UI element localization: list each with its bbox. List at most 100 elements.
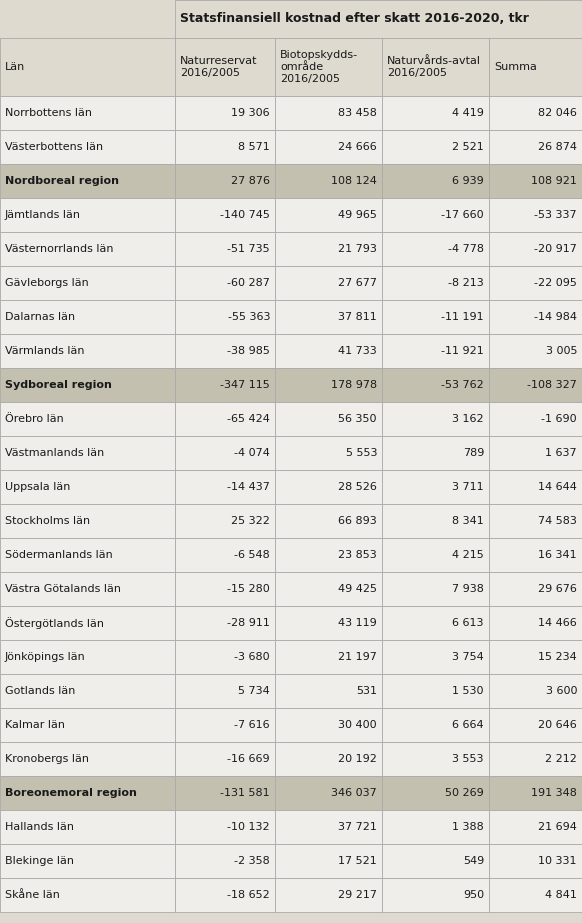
Bar [0, 368, 175, 402]
Bar [275, 232, 382, 266]
Text: -4 074: -4 074 [234, 448, 270, 458]
Bar [275, 742, 382, 776]
Bar [382, 878, 489, 912]
Text: -16 669: -16 669 [228, 754, 270, 764]
Bar [175, 844, 275, 878]
Bar [382, 810, 489, 844]
Bar [0, 640, 175, 674]
Text: Hallands län: Hallands län [5, 822, 74, 832]
Text: Västmanlands län: Västmanlands län [5, 448, 104, 458]
Text: Naturvårds-avtal
2016/2005: Naturvårds-avtal 2016/2005 [387, 55, 481, 78]
Bar [489, 708, 582, 742]
Bar [382, 334, 489, 368]
Text: 3 600: 3 600 [545, 686, 577, 696]
Bar [0, 300, 175, 334]
Text: 549: 549 [463, 856, 484, 866]
Text: Blekinge län: Blekinge län [5, 856, 74, 866]
Bar [382, 436, 489, 470]
Bar [175, 402, 275, 436]
Bar [382, 300, 489, 334]
Bar [489, 572, 582, 606]
Bar [275, 130, 382, 164]
Bar [175, 742, 275, 776]
Text: 14 644: 14 644 [538, 482, 577, 492]
Bar [382, 640, 489, 674]
Bar [175, 96, 275, 130]
Bar [489, 198, 582, 232]
Bar [0, 436, 175, 470]
Text: Summa: Summa [494, 62, 537, 72]
Text: 66 893: 66 893 [338, 516, 377, 526]
Text: 29 217: 29 217 [338, 890, 377, 900]
Text: 14 466: 14 466 [538, 618, 577, 628]
Text: 3 553: 3 553 [452, 754, 484, 764]
Text: Gävleborgs län: Gävleborgs län [5, 278, 88, 288]
Text: -108 327: -108 327 [527, 380, 577, 390]
Text: Nordboreal region: Nordboreal region [5, 176, 119, 186]
Text: Gotlands län: Gotlands län [5, 686, 76, 696]
Bar [489, 38, 582, 96]
Text: Dalarnas län: Dalarnas län [5, 312, 75, 322]
Text: -140 745: -140 745 [220, 210, 270, 220]
Bar [0, 742, 175, 776]
Bar [275, 606, 382, 640]
Bar [175, 436, 275, 470]
Bar [382, 164, 489, 198]
Text: 17 521: 17 521 [338, 856, 377, 866]
Text: 2 212: 2 212 [545, 754, 577, 764]
Text: Statsfinansiell kostnad efter skatt 2016-2020, tkr: Statsfinansiell kostnad efter skatt 2016… [180, 13, 529, 26]
Bar [382, 402, 489, 436]
Text: 82 046: 82 046 [538, 108, 577, 118]
Text: 21 793: 21 793 [338, 244, 377, 254]
Bar [489, 130, 582, 164]
Bar [175, 300, 275, 334]
Text: -10 132: -10 132 [228, 822, 270, 832]
Text: -60 287: -60 287 [227, 278, 270, 288]
Bar [175, 0, 582, 38]
Bar [382, 38, 489, 96]
Text: Västernorrlands län: Västernorrlands län [5, 244, 113, 254]
Text: 4 419: 4 419 [452, 108, 484, 118]
Bar [0, 38, 175, 96]
Text: Örebro län: Örebro län [5, 414, 64, 424]
Text: 29 676: 29 676 [538, 584, 577, 594]
Bar [275, 844, 382, 878]
Text: -15 280: -15 280 [227, 584, 270, 594]
Bar [0, 844, 175, 878]
Text: 20 192: 20 192 [338, 754, 377, 764]
Bar [275, 266, 382, 300]
Text: -2 358: -2 358 [234, 856, 270, 866]
Text: 7 938: 7 938 [452, 584, 484, 594]
Bar [0, 674, 175, 708]
Text: 16 341: 16 341 [538, 550, 577, 560]
Text: 24 666: 24 666 [338, 142, 377, 152]
Bar [489, 164, 582, 198]
Bar [175, 198, 275, 232]
Bar [489, 810, 582, 844]
Text: Stockholms län: Stockholms län [5, 516, 90, 526]
Text: 49 425: 49 425 [338, 584, 377, 594]
Text: 28 526: 28 526 [338, 482, 377, 492]
Text: -11 191: -11 191 [441, 312, 484, 322]
Bar [382, 708, 489, 742]
Bar [0, 130, 175, 164]
Text: Västerbottens län: Västerbottens län [5, 142, 103, 152]
Text: 74 583: 74 583 [538, 516, 577, 526]
Text: 5 553: 5 553 [346, 448, 377, 458]
Bar [175, 38, 275, 96]
Bar [275, 640, 382, 674]
Text: 8 341: 8 341 [452, 516, 484, 526]
Text: 1 530: 1 530 [452, 686, 484, 696]
Text: 25 322: 25 322 [231, 516, 270, 526]
Bar [0, 232, 175, 266]
Bar [275, 674, 382, 708]
Text: -51 735: -51 735 [228, 244, 270, 254]
Text: Kalmar län: Kalmar län [5, 720, 65, 730]
Bar [0, 538, 175, 572]
Bar [0, 334, 175, 368]
Bar [275, 572, 382, 606]
Text: 27 876: 27 876 [231, 176, 270, 186]
Text: 37 721: 37 721 [338, 822, 377, 832]
Text: Östergötlands län: Östergötlands län [5, 617, 104, 629]
Text: Jönköpings län: Jönköpings län [5, 652, 86, 662]
